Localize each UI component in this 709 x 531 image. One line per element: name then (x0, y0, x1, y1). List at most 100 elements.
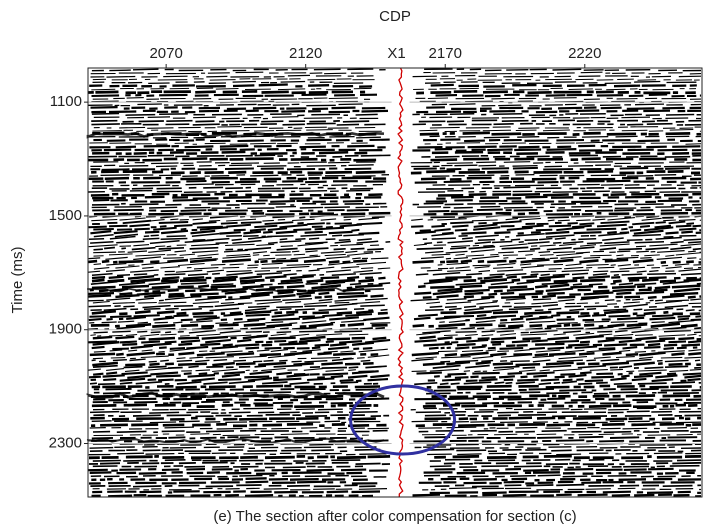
wiggle-texture (92, 334, 702, 341)
wiggle-texture (88, 154, 702, 158)
wiggle-texture (89, 380, 702, 386)
wiggle-texture (91, 493, 702, 498)
wiggle-texture (88, 315, 702, 322)
wiggle-texture (90, 166, 702, 171)
wiggle-texture (92, 195, 701, 200)
wiggle-texture (91, 477, 702, 482)
wiggle-texture (91, 202, 702, 206)
wiggle-texture (89, 351, 702, 357)
wiggle-texture (93, 397, 702, 402)
wiggle-texture (89, 173, 701, 177)
wiggle-texture (93, 347, 702, 353)
wiggle-texture (88, 373, 702, 379)
wiggle-texture (88, 89, 696, 95)
wiggle-texture (91, 403, 698, 409)
wiggle-texture (91, 147, 702, 152)
wiggle-texture (89, 448, 702, 453)
wiggle-texture (92, 150, 702, 156)
wiggle-texture (88, 255, 702, 261)
wiggle-texture (87, 189, 702, 193)
wiggle-texture (88, 480, 695, 485)
wiggle-texture (93, 387, 702, 392)
wiggle-texture (91, 274, 701, 280)
wiggle-texture (92, 364, 702, 370)
wiggle-texture (91, 205, 702, 209)
wiggle-texture (92, 78, 700, 81)
wiggle-texture (89, 144, 701, 149)
wiggle-texture (92, 208, 701, 213)
wiggle-texture (91, 93, 701, 98)
wiggle-texture (88, 461, 702, 466)
wiggle-texture (88, 268, 702, 273)
wiggle-texture (91, 217, 702, 222)
wiggle-texture (93, 328, 702, 334)
wiggle-texture (93, 116, 701, 120)
wiggle-texture (91, 109, 702, 114)
wiggle-texture (89, 313, 702, 319)
y-tick-label: 1500 (49, 207, 82, 224)
wiggle-texture (90, 322, 698, 329)
plot-frame (87, 67, 703, 498)
wiggle-texture (91, 277, 702, 284)
reflector-texture (86, 131, 385, 139)
wiggle-texture (92, 458, 702, 462)
wiggle-texture (90, 307, 702, 312)
wiggle-texture (93, 161, 702, 165)
wiggle-texture (92, 129, 701, 132)
wiggle-texture (93, 252, 702, 257)
wiggle-texture (91, 186, 701, 190)
wiggle-texture (87, 258, 702, 264)
wiggle-texture (88, 176, 702, 181)
y-tick-label: 1100 (50, 93, 82, 110)
x-tick-label: 2170 (429, 45, 462, 62)
y-tick-label: 2300 (49, 434, 82, 451)
wiggle-texture (90, 164, 695, 168)
wiggle-texture (92, 219, 695, 226)
wiggle-texture (91, 68, 702, 72)
wiggle-texture (90, 280, 702, 286)
wiggle-texture (91, 357, 701, 363)
wiggle-texture (91, 435, 698, 440)
y-axis-label: Time (ms) (9, 247, 26, 314)
wiggle-texture (92, 490, 702, 495)
wiggle-texture (93, 261, 702, 267)
highlight-ellipse (349, 384, 457, 456)
reflector-texture (86, 437, 385, 444)
wiggle-texture (92, 407, 702, 411)
wiggle-texture (91, 309, 701, 316)
wiggle-texture (89, 83, 697, 88)
wiggle-texture (93, 126, 701, 129)
wiggle-texture (93, 249, 702, 254)
plot-area (86, 67, 702, 498)
wiggle-texture (90, 192, 702, 197)
wiggle-texture (88, 302, 702, 309)
wiggle-texture (91, 119, 702, 123)
wiggle-texture (92, 97, 702, 100)
wiggle-texture (92, 464, 700, 469)
x-tick-label: 2220 (568, 45, 601, 62)
wiggle-texture (88, 157, 702, 162)
wiggle-texture (93, 265, 702, 270)
wiggle-texture (90, 474, 701, 478)
wiggle-texture (90, 106, 702, 111)
wiggle-texture (89, 426, 699, 430)
wiggle-texture (93, 198, 700, 203)
wiggle-texture (93, 232, 697, 238)
wiggle-texture (90, 239, 702, 245)
wiggle-texture (91, 420, 702, 424)
wiggle-texture (89, 471, 695, 476)
marker-trace (397, 67, 404, 497)
x-tick-label: 2070 (149, 45, 182, 62)
wiggle-texture (93, 245, 702, 251)
caption: (e) The section after color compensation… (213, 508, 576, 525)
wiggle-texture (88, 452, 702, 456)
wiggle-texture (88, 289, 699, 296)
wiggle-texture (90, 71, 702, 75)
wiggle-texture (90, 74, 702, 78)
wiggle-texture (88, 338, 702, 344)
x-axis-label: CDP (379, 8, 411, 25)
wiggle-texture (93, 226, 702, 232)
wiggle-texture (88, 467, 696, 472)
wiggle-texture (89, 141, 702, 145)
